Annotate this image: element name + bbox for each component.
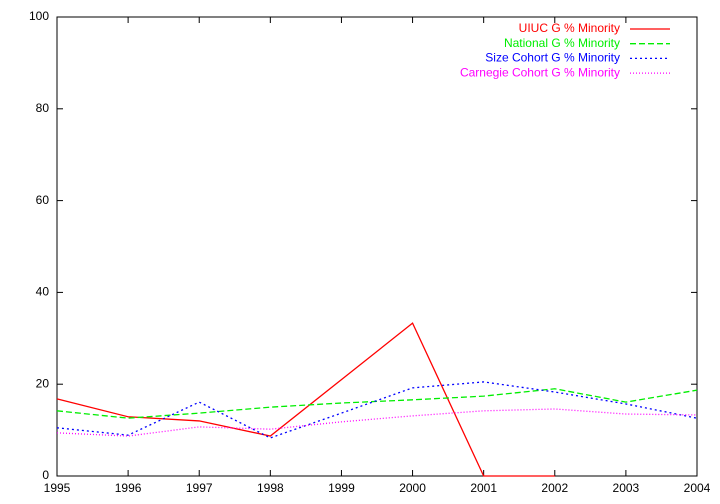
x-tick-label: 1996 [115,481,142,495]
y-tick-label: 20 [36,376,50,390]
y-tick-label: 60 [36,193,50,207]
x-tick-label: 1995 [44,481,71,495]
legend-label: Size Cohort G % Minority [485,51,620,65]
x-tick-label: 2000 [399,481,426,495]
x-tick-label: 2003 [613,481,640,495]
legend-label: National G % Minority [504,36,620,50]
x-tick-label: 2004 [684,481,711,495]
plot-border [56,16,698,477]
x-tick-label: 1998 [257,481,284,495]
x-tick-label: 1999 [328,481,355,495]
series-line [56,388,698,419]
legend-label: UIUC G % Minority [519,21,620,35]
series-line [56,408,698,437]
series-line [56,381,698,439]
x-tick-label: 2002 [541,481,568,495]
y-tick-label: 100 [29,9,49,23]
series-line [56,322,555,477]
y-tick-label: 40 [36,285,50,299]
y-tick-label: 80 [36,101,50,115]
y-tick-label: 0 [42,468,49,482]
legend-label: Carnegie Cohort G % Minority [460,65,620,79]
x-tick-label: 2001 [470,481,497,495]
x-tick-label: 1997 [186,481,213,495]
